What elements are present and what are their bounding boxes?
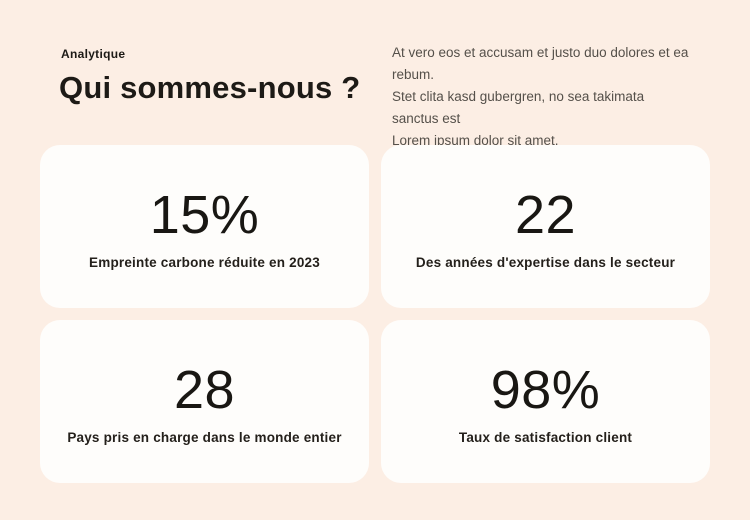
stat-card-expertise: 22 Des années d'expertise dans le secteu… — [381, 145, 710, 308]
stat-label: Taux de satisfaction client — [458, 429, 633, 445]
stat-value: 22 — [514, 184, 577, 245]
section-eyebrow: Analytique — [61, 47, 126, 61]
section-title: Qui sommes-nous ? — [59, 70, 361, 105]
stats-grid: 15% Empreinte carbone réduite en 2023 22… — [40, 145, 710, 483]
stat-card-countries: 28 Pays pris en charge dans le monde ent… — [40, 320, 369, 483]
section-intro-paragraph: At vero eos et accusam et justo duo dolo… — [392, 45, 689, 148]
stat-value: 28 — [173, 359, 236, 420]
stat-card-satisfaction: 98% Taux de satisfaction client — [381, 320, 710, 483]
stat-card-carbon: 15% Empreinte carbone réduite en 2023 — [40, 145, 369, 308]
stat-label: Pays pris en charge dans le monde entier — [67, 429, 342, 445]
stat-label: Empreinte carbone réduite en 2023 — [89, 254, 320, 270]
stat-label: Des années d'expertise dans le secteur — [415, 254, 676, 270]
stat-value: 15% — [149, 184, 260, 245]
stat-value: 98% — [490, 359, 601, 420]
